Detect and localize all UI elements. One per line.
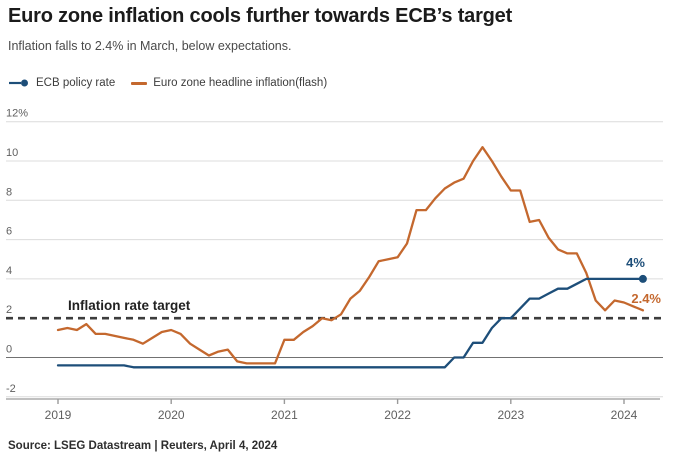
target-annotation: Inflation rate target [68, 298, 191, 313]
series-end-dot [638, 274, 647, 283]
legend-label-ecb-policy-rate: ECB policy rate [36, 77, 116, 89]
x-axis-label-2022: 2022 [384, 408, 411, 422]
y-axis-label-2: 2 [6, 304, 12, 316]
legend-marker-dash-icon [131, 81, 148, 85]
y-axis-label-6: 6 [6, 226, 12, 238]
source-note: Source: LSEG Datastream | Reuters, April… [8, 440, 278, 452]
x-axis-label-2021: 2021 [271, 408, 298, 422]
y-axis-label-0: 0 [6, 344, 12, 356]
legend: ECB policy rate Euro zone headline infla… [8, 77, 327, 89]
legend-label-inflation: Euro zone headline inflation(flash) [153, 77, 328, 89]
x-axis-label-2019: 2019 [45, 408, 72, 422]
legend-item-inflation: Euro zone headline inflation(flash) [131, 77, 327, 89]
series-line-euro-zone-headline-inflation-flash- [56, 146, 645, 365]
chart-title: Euro zone inflation cools further toward… [8, 5, 513, 27]
series-end-label-4%: 4% [626, 255, 645, 270]
series-end-label-2.4%: 2.4% [631, 291, 661, 306]
legend-item-ecb-policy-rate: ECB policy rate [8, 77, 115, 89]
y-axis-label-8: 8 [6, 186, 12, 198]
y-axis-label-4: 4 [6, 265, 12, 277]
y-axis-label-12%: 12% [6, 108, 28, 120]
series-line-ecb-policy-rate [56, 277, 645, 369]
chart-subtitle: Inflation falls to 2.4% in March, below … [8, 39, 292, 53]
x-axis-label-2024: 2024 [611, 408, 638, 422]
x-axis-label-2023: 2023 [497, 408, 524, 422]
y-axis-label-10: 10 [6, 147, 18, 159]
legend-marker-line-dot-icon [9, 79, 28, 87]
x-axis-label-2020: 2020 [158, 408, 185, 422]
y-axis-label--2: -2 [6, 383, 16, 395]
